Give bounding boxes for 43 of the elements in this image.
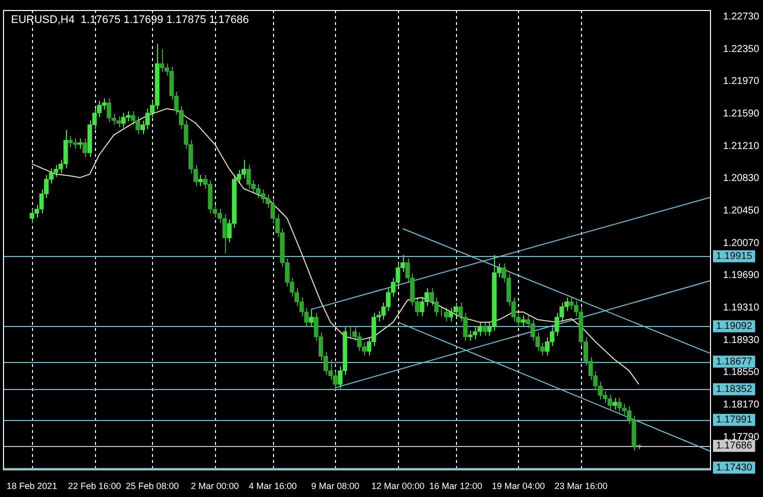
candlestick [492,254,497,332]
y-tick-label: 1.18170 [723,399,760,410]
ref-line-label: 1.18352 [716,384,753,395]
x-tick-label: 25 Feb 08:00 [126,481,179,492]
x-tick-label: 19 Mar 04:00 [492,481,545,492]
y-tick-label: 1.21590 [723,108,760,120]
candlestick [241,159,246,179]
x-tick-label: 23 Mar 16:00 [554,481,608,492]
x-tick-label: 16 Mar 12:00 [429,481,482,492]
y-tick-label: 1.18930 [723,334,760,346]
y-tick-label: 1.20450 [723,206,760,217]
ref-line-label: 1.19092 [716,321,753,332]
candlestick [82,138,88,158]
candlestick [598,381,603,400]
ref-line-label: 1.19915 [716,251,753,262]
y-tick-label: 1.21210 [723,140,760,152]
ref-line-label: 1.17991 [716,414,753,426]
ref-line-label: 1.18677 [716,356,753,368]
y-tick-label: 1.18550 [723,367,760,378]
candlestick [72,138,78,150]
y-tick-label: 1.22350 [723,44,760,55]
candlestick [617,397,622,413]
x-tick-label: 22 Feb 16:00 [68,481,122,492]
y-tick-label: 1.17790 [723,432,760,443]
chart-title: EURUSD,H4 1.17675 1.17699 1.17875 1.17686 [11,14,249,26]
candlestick [198,174,203,187]
candlestick [568,297,574,310]
y-tick-label: 1.22730 [723,12,760,23]
candlestick [612,397,618,410]
x-tick-label: 12 Mar 00:00 [371,481,424,492]
x-tick-label: 2 Mar 00:00 [190,481,239,492]
x-tick-label: 9 Mar 08:00 [311,481,360,492]
ref-line-label: 1.17686 [716,440,753,452]
candlestick [78,138,82,150]
y-tick-label: 1.19690 [723,270,760,282]
y-tick-label: 1.21970 [723,76,760,88]
y-tick-label: 1.20070 [723,238,760,249]
ref-line-label: 1.17430 [716,462,753,474]
y-tick-label: 1.19310 [723,302,760,314]
x-tick-label: 18 Feb 2021 [6,481,58,492]
y-tick-label: 1.20830 [723,173,760,184]
candlestick [386,288,391,312]
x-tick-label: 4 Mar 16:00 [248,481,297,492]
